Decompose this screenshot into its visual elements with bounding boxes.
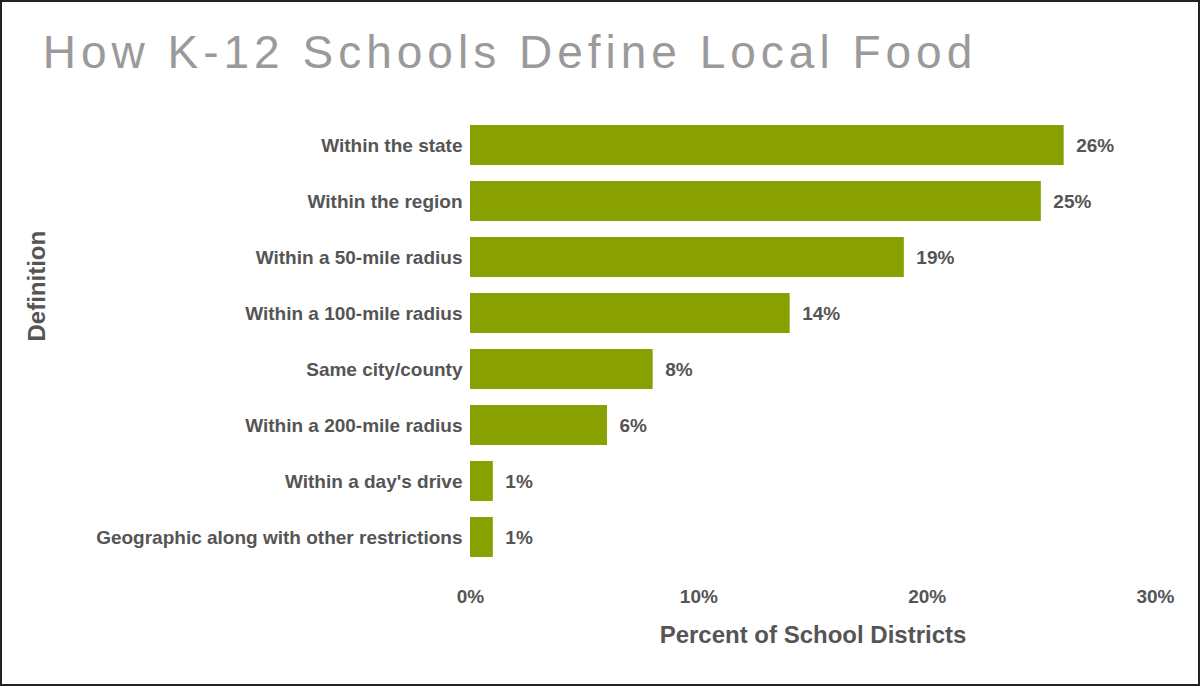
svg-text:30%: 30% [1136,586,1174,607]
html-text:How K-12 Schools Define Local: How K-12 Schools Define Local Food [42,26,978,78]
svg-text:Within a 100-mile radius: Within a 100-mile radius [245,303,462,324]
svg-text:Within the state: Within the state [321,135,462,156]
svg-text:1%: 1% [505,527,533,548]
svg-text:Geographic along with other re: Geographic along with other restrictions [96,527,462,548]
svg-text:Within a 200-mile radius: Within a 200-mile radius [245,415,462,436]
svg-text:25%: 25% [1053,191,1091,212]
svg-text:10%: 10% [680,586,718,607]
svg-text:19%: 19% [916,247,954,268]
svg-text:Same city/county: Same city/county [306,359,463,380]
svg-text:Within a day's drive: Within a day's drive [285,471,463,492]
svg-text:14%: 14% [802,303,840,324]
svg-text:20%: 20% [908,586,946,607]
svg-text:6%: 6% [620,415,648,436]
svg-text:Within a 50-mile radius: Within a 50-mile radius [256,247,463,268]
svg-text:26%: 26% [1076,135,1114,156]
svg-text:1%: 1% [505,471,533,492]
svg-text:Definition: Definition [23,231,50,342]
svg-text:Within the region: Within the region [308,191,463,212]
svg-text:8%: 8% [665,359,693,380]
svg-text:Percent of School Districts: Percent of School Districts [660,621,967,648]
svg-text:0%: 0% [457,586,485,607]
